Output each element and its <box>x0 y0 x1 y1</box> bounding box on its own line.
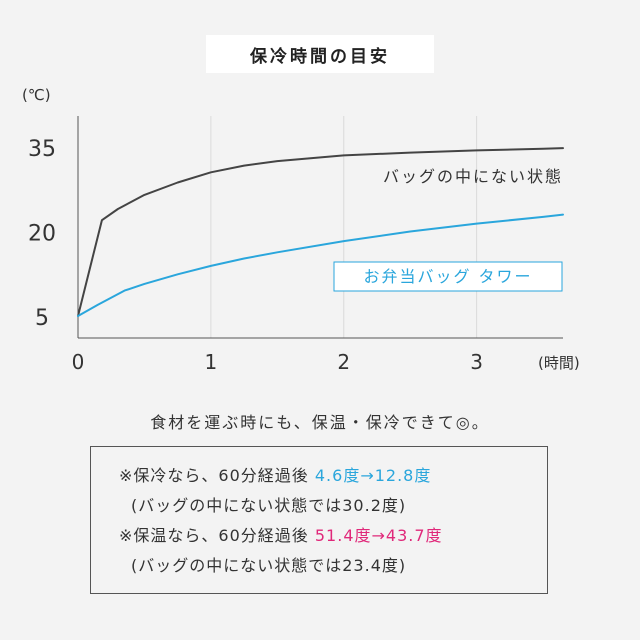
series-label-outside-bag: バッグの中にない状態 <box>383 167 563 186</box>
series-line-0 <box>77 147 564 317</box>
grid-layer <box>210 116 478 338</box>
x-tick-label-0: 0 <box>72 350 85 374</box>
warm-value: 51.4度→43.7度 <box>314 526 443 545</box>
chart-title: 保冷時間の目安 <box>206 35 434 73</box>
x-axis-label: (時間) <box>538 354 580 372</box>
cold-value: 4.6度→12.8度 <box>314 466 432 485</box>
feature-note: 食材を運ぶ時にも、保温・保冷できて◎。 <box>150 413 490 432</box>
cold-note: (バッグの中にない状態では30.2度) <box>131 496 407 515</box>
x-tick-label-2: 2 <box>337 350 350 374</box>
y-tick-label-0: 5 <box>35 306 49 331</box>
series-label-tower-bag: お弁当バッグ タワー <box>363 267 532 286</box>
cold-info-line: ※保冷なら、60分経過後 4.6度→12.8度 <box>119 461 547 491</box>
x-tick-label-1: 1 <box>205 350 218 374</box>
series-line-1 <box>77 213 564 317</box>
y-tick-label-2: 35 <box>28 137 56 162</box>
series-label-box <box>333 261 563 292</box>
warm-info-line: ※保温なら、60分経過後 51.4度→43.7度 <box>119 521 547 551</box>
warm-note: (バッグの中にない状態では23.4度) <box>131 556 407 575</box>
series-layer <box>77 147 564 317</box>
axes-layer <box>77 116 563 339</box>
info-box: ※保冷なら、60分経過後 4.6度→12.8度 (バッグの中にない状態では30.… <box>90 446 548 594</box>
cold-prefix: ※保冷なら、60分経過後 <box>119 466 309 485</box>
y-tick-label-1: 20 <box>28 222 56 247</box>
y-axis-label: (℃) <box>22 86 51 104</box>
warm-prefix: ※保温なら、60分経過後 <box>119 526 309 545</box>
x-tick-label-3: 3 <box>470 350 483 374</box>
